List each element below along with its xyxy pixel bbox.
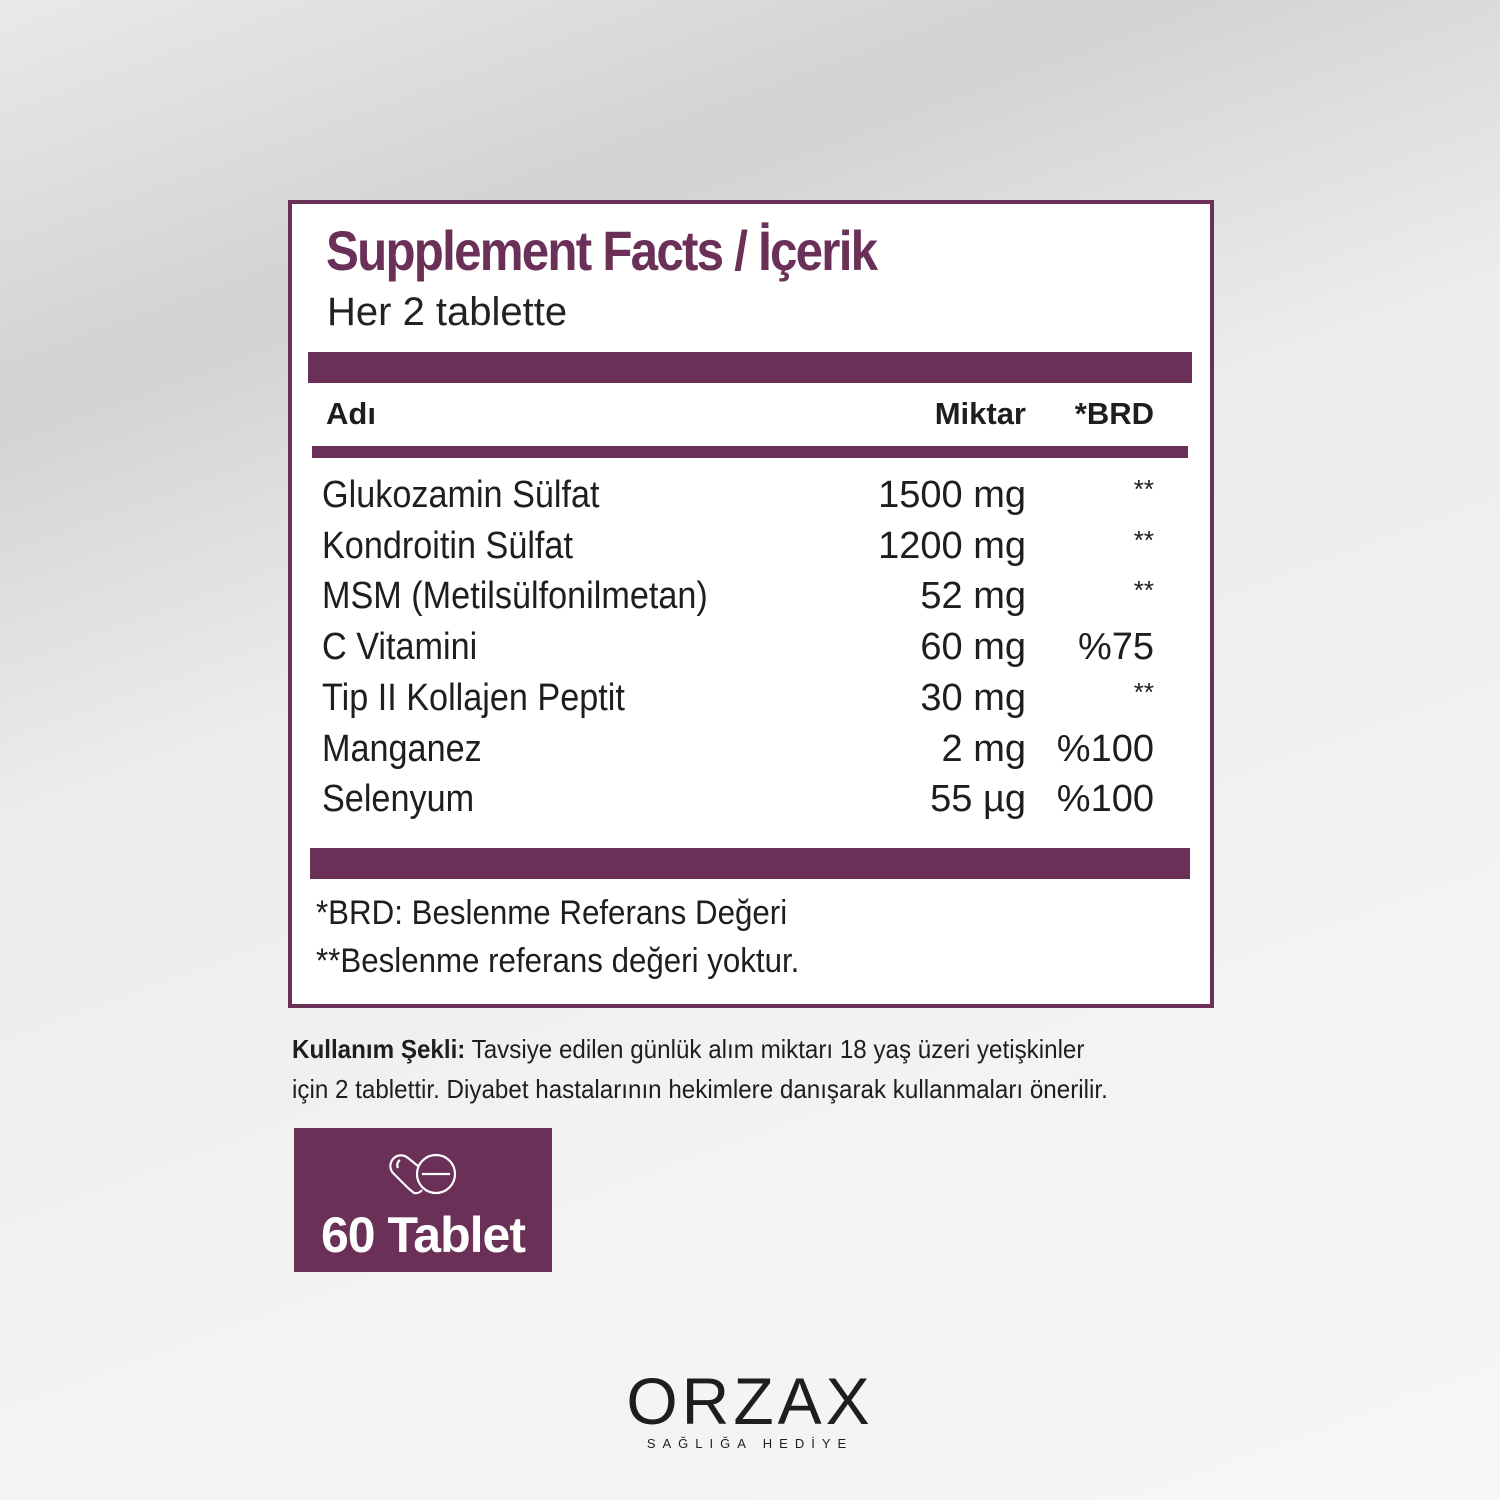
divider-bar [312,446,1188,458]
table-row: Manganez 2 mg %100 [322,728,1154,779]
footnote: **Beslenme referans değeri yoktur. [316,942,800,980]
table-row: Selenyum 55 µg %100 [322,778,1154,829]
ingredient-nrv: ** [1133,676,1154,707]
table-row: MSM (Metilsülfonilmetan) 52 mg ** [322,575,1154,626]
ingredient-name: Selenyum [322,778,475,821]
ingredient-name: C Vitamini [322,626,478,669]
ingredient-nrv: %75 [1077,626,1154,669]
ingredient-name: Manganez [322,727,482,770]
ingredient-amount: 30 mg [920,676,1026,719]
ingredient-name: Glukozamin Sülfat [322,474,600,516]
table-row: Tip II Kollajen Peptit 30 mg ** [322,677,1154,728]
column-header-name: Adı [326,396,376,431]
ingredient-amount: 52 mg [920,575,1026,618]
usage-label: Kullanım Şekli: [292,1034,466,1064]
ingredient-amount: 1500 mg [878,474,1026,516]
ingredient-nrv: %100 [1056,778,1154,821]
panel-title: Supplement Facts / İçerik [326,219,878,282]
table-row: Kondroitin Sülfat 1200 mg ** [322,525,1154,576]
tablet-count-label: 60 Tablet [320,1207,526,1263]
column-header-amount: Miktar [934,396,1026,431]
ingredient-amount: 55 µg [930,778,1026,821]
ingredient-amount: 2 mg [941,727,1026,770]
ingredient-nrv: ** [1133,524,1154,555]
ingredient-nrv: ** [1133,575,1154,606]
brand-logo: ORZAX SAĞLIĞA HEDİYE [620,1366,880,1451]
ingredient-nrv: ** [1133,474,1154,504]
table-row: C Vitamini 60 mg %75 [322,626,1154,677]
tablet-count-badge: 60 Tablet [294,1128,552,1272]
ingredient-amount: 60 mg [920,626,1026,669]
ingredient-nrv: %100 [1056,727,1154,770]
brand-tagline: SAĞLIĞA HEDİYE [646,1436,854,1451]
ingredient-name: Tip II Kollajen Peptit [322,676,625,719]
ingredient-amount: 1200 mg [878,524,1026,567]
brand-name: ORZAX [626,1364,874,1438]
usage-line: için 2 tablettir. Diyabet hastalarının h… [292,1074,1108,1104]
usage-text: Kullanım Şekli: Tavsiye edilen günlük al… [292,1034,1084,1065]
panel-subtitle: Her 2 tablette [327,290,568,334]
footnote: *BRD: Beslenme Referans Değeri [316,894,788,932]
pill-tablet-icon [389,1153,457,1195]
divider-bar [308,352,1192,383]
table-row: Glukozamin Sülfat 1500 mg ** [322,474,1154,525]
divider-bar [310,848,1190,879]
ingredient-name: MSM (Metilsülfonilmetan) [322,575,708,618]
ingredient-name: Kondroitin Sülfat [322,524,573,567]
column-header-nrv: *BRD [1074,396,1154,431]
usage-line: Tavsiye edilen günlük alım miktarı 18 ya… [465,1034,1085,1064]
